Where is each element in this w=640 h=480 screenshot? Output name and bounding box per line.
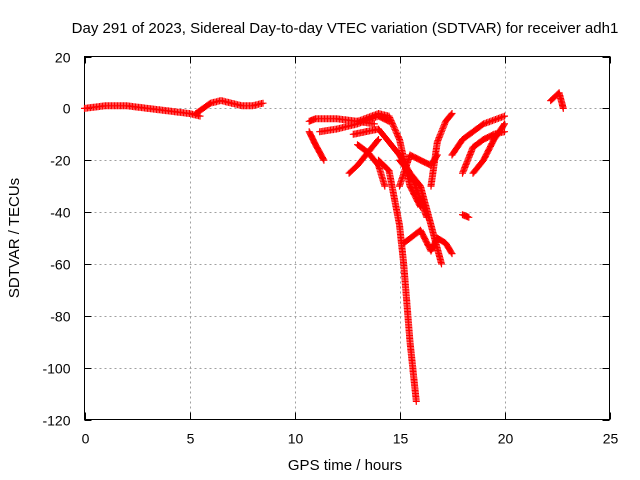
y-tick-label: 0 — [63, 101, 71, 117]
series-markers-15 — [448, 112, 508, 159]
y-tick-label: -100 — [42, 361, 70, 377]
series-markers-4 — [305, 128, 328, 164]
y-tick-label: -80 — [50, 309, 70, 325]
series-track — [345, 136, 382, 177]
series-track — [547, 89, 567, 112]
series-track — [448, 112, 508, 159]
y-axis-label: SDTVAR / TECUs — [6, 178, 23, 298]
series-track — [81, 102, 204, 120]
series-markers-7 — [354, 141, 389, 190]
series-track — [354, 141, 389, 190]
series-track — [305, 128, 328, 164]
series-markers-14 — [427, 110, 456, 190]
series-markers-6 — [345, 136, 382, 177]
x-tick-label: 5 — [187, 431, 195, 447]
y-tick-label: -40 — [50, 205, 70, 221]
y-tick-labels: 20 0 -20 -40 -60 -80 -100 -120 — [42, 50, 70, 429]
series-track — [400, 226, 456, 258]
series-track — [427, 110, 456, 190]
series-track — [192, 97, 267, 117]
y-tick-label: -20 — [50, 153, 70, 169]
x-tick-label: 25 — [603, 431, 619, 447]
axis-ticks — [84, 56, 611, 421]
series-markers-2 — [192, 97, 267, 117]
series-markers-13 — [400, 226, 456, 258]
y-tick-label: -60 — [50, 257, 70, 273]
series-track — [375, 156, 420, 405]
x-tick-label: 20 — [498, 431, 514, 447]
x-axis-label: GPS time / hours — [288, 457, 402, 474]
plot-frame — [84, 56, 610, 420]
series-markers-18 — [459, 211, 473, 221]
y-tick-label: 20 — [55, 50, 71, 66]
series-markers-1 — [81, 102, 204, 120]
data-marks — [81, 89, 567, 405]
y-tick-label: -120 — [42, 413, 70, 429]
x-tick-label: 15 — [393, 431, 409, 447]
chart-title: Day 291 of 2023, Sidereal Day-to-day VTE… — [72, 20, 619, 37]
series-markers-10 — [375, 156, 420, 405]
series-track — [469, 120, 508, 177]
series-markers-17 — [469, 120, 508, 177]
x-tick-label: 0 — [82, 431, 90, 447]
x-tick-labels: 0 5 10 15 20 25 — [82, 431, 619, 447]
series-track — [459, 211, 473, 221]
series-markers-19 — [547, 89, 567, 112]
x-tick-label: 10 — [288, 431, 304, 447]
